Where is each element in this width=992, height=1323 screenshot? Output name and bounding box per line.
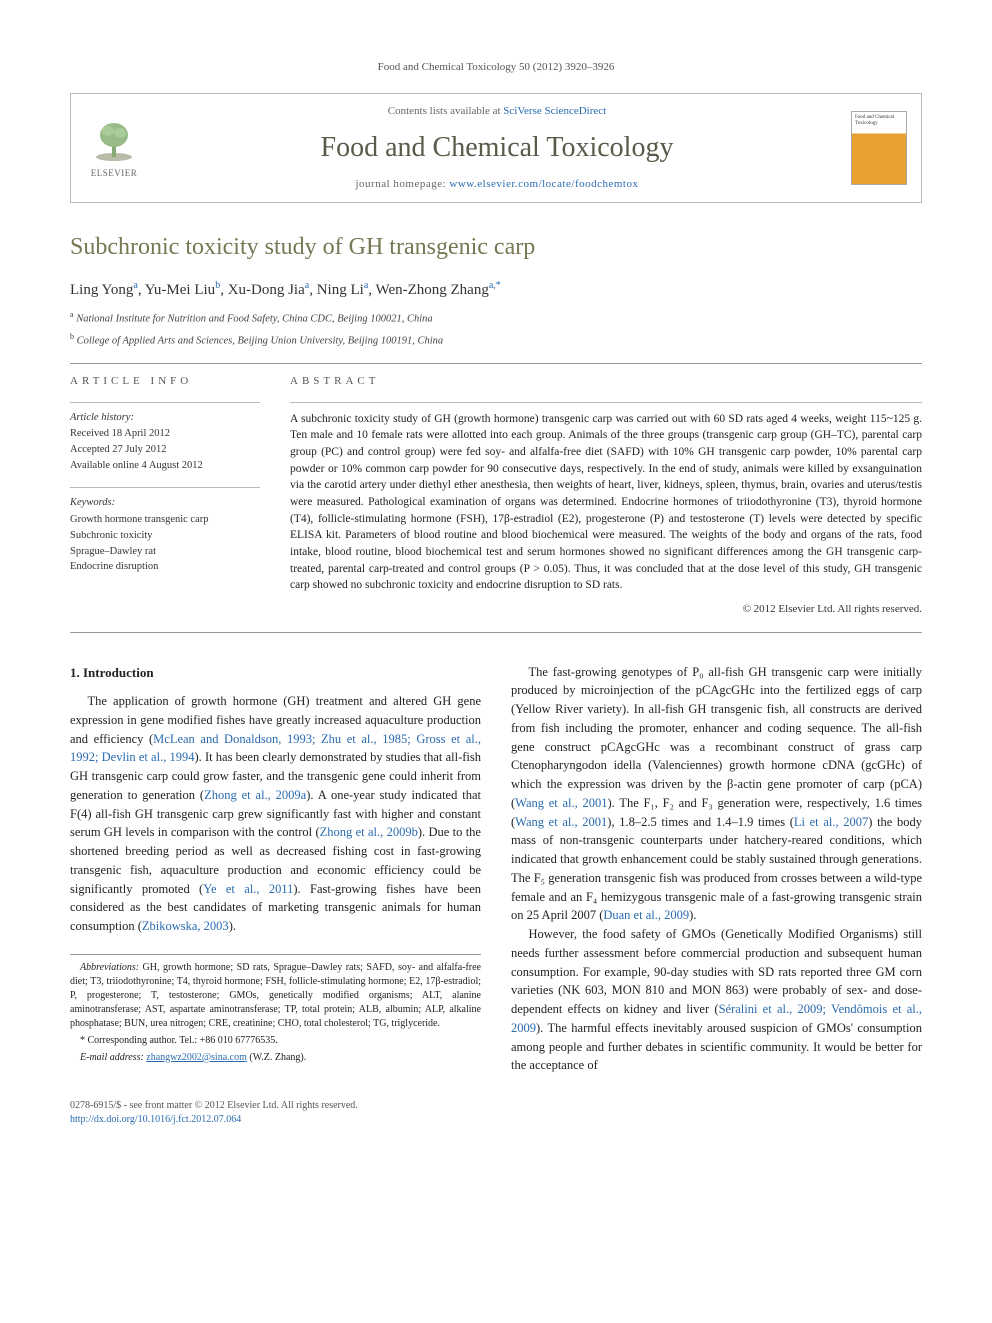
journal-cover-thumb: Food and Chemical Toxicology (851, 111, 907, 185)
author-list: Ling Yonga, Yu-Mei Liub, Xu-Dong Jiaa, N… (70, 279, 922, 301)
history-line: Accepted 27 July 2012 (70, 443, 260, 458)
section-heading: 1. Introduction (70, 663, 481, 683)
citation-ref[interactable]: Séralini et al., 2009; Vendômois et al.,… (511, 1002, 922, 1035)
abstract-text: A subchronic toxicity study of GH (growt… (290, 411, 922, 594)
article-history-block: Article history: Received 18 April 2012A… (70, 411, 260, 474)
keyword: Subchronic toxicity (70, 529, 260, 544)
keywords-label: Keywords: (70, 496, 260, 511)
abbreviations-footnote: Abbreviations: GH, growth hormone; SD ra… (70, 961, 481, 1031)
journal-header: ELSEVIER Contents lists available at Sci… (70, 93, 922, 203)
scidirect-link[interactable]: SciVerse ScienceDirect (503, 105, 606, 117)
doi-link[interactable]: http://dx.doi.org/10.1016/j.fct.2012.07.… (70, 1114, 241, 1125)
header-center: Contents lists available at SciVerse Sci… (159, 104, 835, 192)
author-affil-sup: b (215, 280, 220, 291)
abstract-divider (290, 402, 922, 403)
info-heading: ARTICLE INFO (70, 374, 260, 389)
body-columns: 1. Introduction The application of growt… (70, 663, 922, 1076)
article-title: Subchronic toxicity study of GH transgen… (70, 231, 922, 265)
affil-sup: a (70, 310, 74, 319)
citation-ref[interactable]: Zbikowska, 2003 (142, 919, 229, 933)
author: Yu-Mei Liu (145, 282, 215, 298)
elsevier-logo: ELSEVIER (85, 113, 143, 183)
author: Xu-Dong Jia (228, 282, 305, 298)
affil-sup: b (70, 332, 74, 341)
article-info-column: ARTICLE INFO Article history: Received 1… (70, 374, 260, 617)
homepage-link[interactable]: www.elsevier.com/locate/foodchemtox (449, 178, 638, 190)
abstract-copyright: © 2012 Elsevier Ltd. All rights reserved… (290, 602, 922, 617)
cover-label: Food and Chemical Toxicology (855, 115, 903, 126)
info-divider (70, 487, 260, 488)
info-divider (70, 402, 260, 403)
author-affil-sup: a (133, 280, 137, 291)
body-paragraph: The application of growth hormone (GH) t… (70, 692, 481, 936)
divider (70, 632, 922, 633)
citation-line: Food and Chemical Toxicology 50 (2012) 3… (70, 60, 922, 75)
publisher-name: ELSEVIER (91, 167, 138, 180)
journal-title: Food and Chemical Toxicology (159, 128, 835, 167)
keywords-block: Keywords: Growth hormone transgenic carp… (70, 496, 260, 574)
history-line: Available online 4 August 2012 (70, 459, 260, 474)
history-label: Article history: (70, 411, 260, 426)
footer-left: 0278-6915/$ - see front matter © 2012 El… (70, 1099, 358, 1127)
footnotes: Abbreviations: GH, growth hormone; SD ra… (70, 954, 481, 1065)
affiliation: b College of Applied Arts and Sciences, … (70, 331, 922, 349)
author-affil-sup: a (364, 280, 368, 291)
divider (70, 363, 922, 364)
citation-ref[interactable]: Ye et al., 2011 (203, 882, 293, 896)
affiliation: a National Institute for Nutrition and F… (70, 309, 922, 327)
info-abstract-row: ARTICLE INFO Article history: Received 1… (70, 374, 922, 617)
body-paragraph: The fast-growing genotypes of P₀ all-fis… (511, 663, 922, 926)
citation-ref[interactable]: McLean and Donaldson, 1993; Zhu et al., … (70, 732, 481, 765)
homepage-line: journal homepage: www.elsevier.com/locat… (159, 177, 835, 192)
email-footnote: E-mail address: zhangwz2002@sina.com (W.… (70, 1051, 481, 1065)
abstract-column: ABSTRACT A subchronic toxicity study of … (290, 374, 922, 617)
elsevier-tree-icon (90, 117, 138, 165)
citation-ref[interactable]: Wang et al., 2001 (515, 815, 607, 829)
corr-text: * Corresponding author. Tel.: +86 010 67… (80, 1035, 278, 1046)
email-label: E-mail address: (80, 1052, 144, 1063)
homepage-prefix: journal homepage: (356, 178, 450, 190)
citation-ref[interactable]: Zhong et al., 2009a (204, 788, 306, 802)
author: Ning Li (317, 282, 364, 298)
author-affil-sup: a (305, 280, 309, 291)
body-paragraph: However, the food safety of GMOs (Geneti… (511, 925, 922, 1075)
left-column: 1. Introduction The application of growt… (70, 663, 481, 1076)
citation-ref[interactable]: Wang et al., 2001 (515, 796, 607, 810)
page-footer: 0278-6915/$ - see front matter © 2012 El… (70, 1099, 922, 1127)
email-link[interactable]: zhangwz2002@sina.com (146, 1052, 247, 1063)
abstract-heading: ABSTRACT (290, 374, 922, 389)
history-line: Received 18 April 2012 (70, 427, 260, 442)
keyword: Sprague–Dawley rat (70, 545, 260, 560)
contents-prefix: Contents lists available at (388, 105, 503, 117)
citation-ref[interactable]: Zhong et al., 2009b (320, 825, 418, 839)
author: Wen-Zhong Zhang (376, 282, 489, 298)
email-suffix: (W.Z. Zhang). (247, 1052, 306, 1063)
citation-ref[interactable]: Li et al., 2007 (794, 815, 868, 829)
footer-copyright: 0278-6915/$ - see front matter © 2012 El… (70, 1099, 358, 1113)
citation-ref[interactable]: Duan et al., 2009 (603, 908, 689, 922)
right-column: The fast-growing genotypes of P₀ all-fis… (511, 663, 922, 1076)
keyword: Growth hormone transgenic carp (70, 513, 260, 528)
keyword: Endocrine disruption (70, 560, 260, 575)
abbrev-label: Abbreviations: (80, 962, 139, 973)
corresponding-author-footnote: * Corresponding author. Tel.: +86 010 67… (70, 1034, 481, 1048)
author: Ling Yong (70, 282, 133, 298)
contents-line: Contents lists available at SciVerse Sci… (159, 104, 835, 119)
author-affil-sup: a,* (489, 280, 501, 291)
